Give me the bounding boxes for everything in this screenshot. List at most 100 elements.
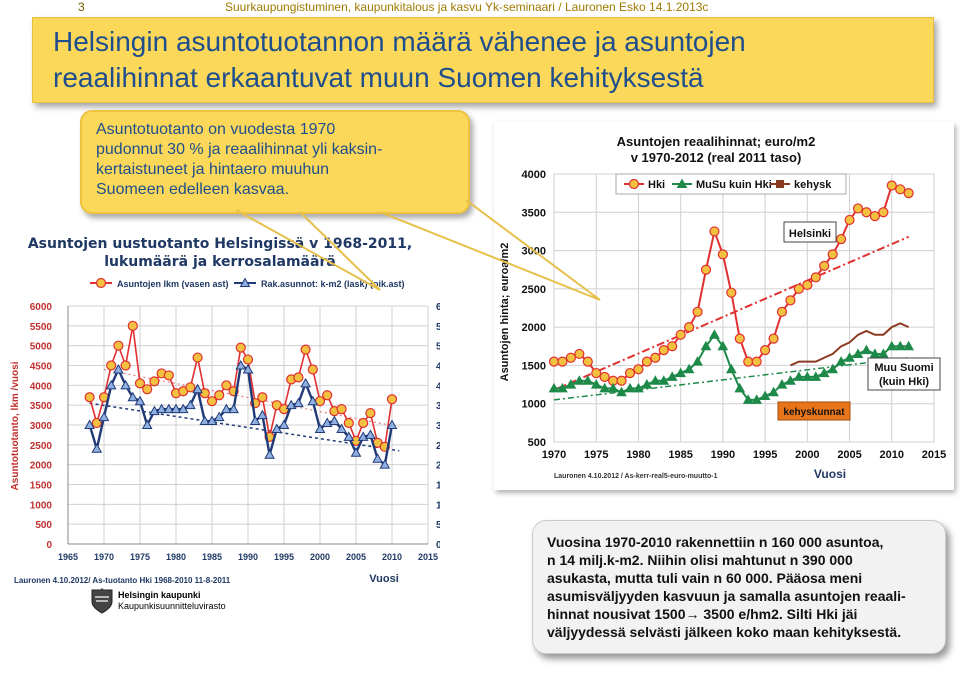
data-point (300, 344, 311, 355)
data-point (709, 329, 720, 339)
annotation-text: kehyskunnat (783, 407, 845, 418)
annotation-text: Helsinki (789, 228, 831, 240)
y2-tick-label: 400000 (436, 381, 440, 392)
data-point (684, 322, 695, 333)
legend-label-2: Rak.asunnot: k-m2 (lask) (oik.ast) (261, 279, 405, 289)
x-tick-label: 2010 (382, 552, 402, 562)
source-line: Suurkaupungistuminen, kaupunkitalous ja … (225, 0, 709, 14)
y-tick-label: 1000 (30, 500, 53, 511)
data-point (365, 408, 376, 419)
data-point (675, 367, 687, 378)
y-tick-label: 2000 (30, 461, 53, 472)
data-point (358, 417, 369, 429)
y2-tick-label: 0 (436, 540, 440, 551)
data-point (861, 207, 872, 218)
data-point (827, 363, 839, 374)
data-point (113, 340, 124, 351)
trend-lines (553, 235, 910, 401)
data-point (700, 264, 712, 275)
data-point (257, 392, 268, 403)
y-tick-label: 500 (35, 520, 52, 531)
trend-line-helsinki (553, 235, 910, 391)
y-tick-label: 3500 (522, 207, 546, 219)
data-point (768, 333, 779, 344)
x-tick-label: 2005 (837, 449, 861, 461)
data-point (163, 370, 174, 381)
y2-tick-label: 500000 (436, 342, 440, 353)
x-tick-label: 2015 (418, 552, 438, 562)
title-line-2: reaalihinnat erkaantuvat muun Suomen keh… (53, 62, 704, 93)
data-point (548, 382, 560, 393)
data-point (84, 392, 95, 403)
y-tick-label: 1500 (522, 360, 546, 372)
data-point (141, 419, 153, 429)
chart-title-line1: Asuntojen uustuotanto Helsingissä v 1968… (28, 236, 412, 252)
data-point (365, 429, 376, 439)
data-point (785, 295, 796, 306)
y-tick-label: 4000 (30, 381, 53, 392)
data-point (869, 211, 880, 222)
data-point (343, 417, 354, 429)
data-point (649, 375, 661, 385)
y-tick-label: 500 (528, 437, 546, 449)
data-point (692, 356, 703, 366)
axes: 0 500 1000 1500 2000 2500 3000 3500 4000 4500 5000… (30, 302, 440, 562)
data-point (293, 372, 304, 383)
data-point (692, 306, 703, 317)
y-tick-label: 3500 (30, 401, 53, 412)
annotation-text: (kuin Hki) (879, 376, 929, 388)
y2-tick-label: 100000 (436, 500, 440, 511)
data-point (734, 382, 746, 393)
annotation-text: Muu Suomi (874, 362, 933, 374)
x-tick-label: 1975 (130, 552, 150, 562)
y-tick-label: 2500 (522, 284, 546, 296)
data-point (793, 283, 804, 294)
data-point (84, 419, 95, 429)
data-point (372, 453, 383, 463)
data-point (235, 342, 246, 353)
y-tick-label: 1000 (522, 399, 546, 411)
data-point (199, 415, 211, 426)
y-tick-label: 5500 (30, 322, 53, 333)
data-point (134, 378, 146, 389)
x-tick-label: 1980 (626, 449, 650, 461)
y-tick-label: 1500 (30, 481, 53, 492)
data-point (192, 383, 203, 394)
data-point (810, 272, 821, 283)
data-point (624, 367, 636, 379)
data-point (793, 371, 805, 381)
helsinki-crest-icon (91, 588, 113, 614)
data-point (120, 360, 131, 371)
x-tick-label: 1990 (711, 449, 735, 461)
data-point (801, 371, 813, 381)
data-point (235, 359, 247, 370)
data-point (105, 379, 117, 390)
x-axis-label: Vuosi (369, 573, 399, 585)
data-point (591, 367, 602, 379)
y2-tick-label: 250000 (436, 441, 440, 452)
x-tick-label: 2015 (922, 449, 946, 461)
y-tick-label: 3000 (522, 246, 546, 258)
data-point (322, 390, 333, 401)
data-point (725, 363, 737, 374)
x-tick-label: 2000 (795, 449, 819, 461)
y2-tick-label: 150000 (436, 481, 440, 492)
data-point (633, 382, 644, 393)
data-point (616, 375, 627, 386)
legend-marker-3 (776, 180, 784, 188)
annotation-box (777, 401, 851, 421)
data-point (548, 356, 560, 367)
data-point (156, 403, 167, 414)
data-point (743, 356, 754, 367)
data-point (213, 411, 225, 422)
legend-label-3: kehysk (794, 179, 832, 191)
legend-marker-1 (95, 277, 107, 289)
annotation-helsinki: Helsinki (783, 221, 837, 243)
data-point (170, 403, 182, 414)
data-point (818, 367, 830, 378)
y-tick-label: 0 (46, 540, 52, 551)
data-point (582, 356, 593, 367)
data-point (658, 345, 669, 356)
y-tick-label: 6000 (30, 302, 53, 313)
page-number: 3 (78, 0, 85, 14)
